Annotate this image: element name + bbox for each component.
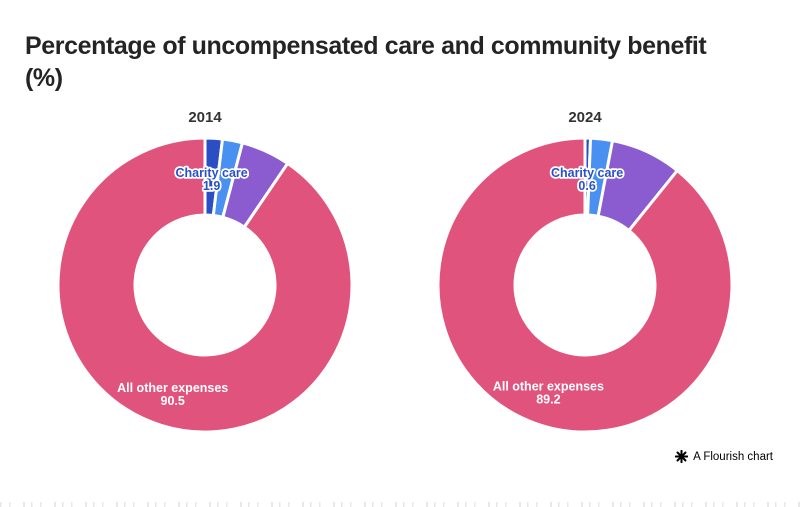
slice-label-all-other-expenses: All other expenses 90.5 xyxy=(117,381,228,408)
chart-facet-2024: 2024 Charity care 0.6 All other expenses 89… xyxy=(435,108,735,435)
flourish-attribution-link[interactable]: A Flourish chart xyxy=(675,450,773,463)
donut-chart-2024: Charity care 0.6 All other expenses 89.2 xyxy=(436,136,734,434)
donut-slice-all-other-expenses[interactable] xyxy=(436,136,734,434)
clipped-text-artifact xyxy=(0,502,800,507)
donut-chart-2014: Charity care 1.9 All other expenses 90.5 xyxy=(56,136,354,434)
facet-title-2024: 2024 xyxy=(568,109,602,126)
slice-label-all-other-expenses: All other expenses 89.2 xyxy=(493,380,604,407)
donut-slice-all-other-expenses[interactable] xyxy=(56,136,354,434)
flourish-star-icon xyxy=(675,450,689,463)
facet-title-2014: 2014 xyxy=(188,109,222,126)
chart-facet-2014: 2014 Charity care 1.9 All other expenses 90… xyxy=(55,108,355,435)
slice-label-charity-care: Charity care 1.9 xyxy=(175,166,247,193)
page-title: Percentage of uncompensated care and com… xyxy=(25,32,707,92)
slice-label-charity-care: Charity care 0.6 xyxy=(551,166,623,193)
attribution-text: A Flourish chart xyxy=(693,450,773,463)
